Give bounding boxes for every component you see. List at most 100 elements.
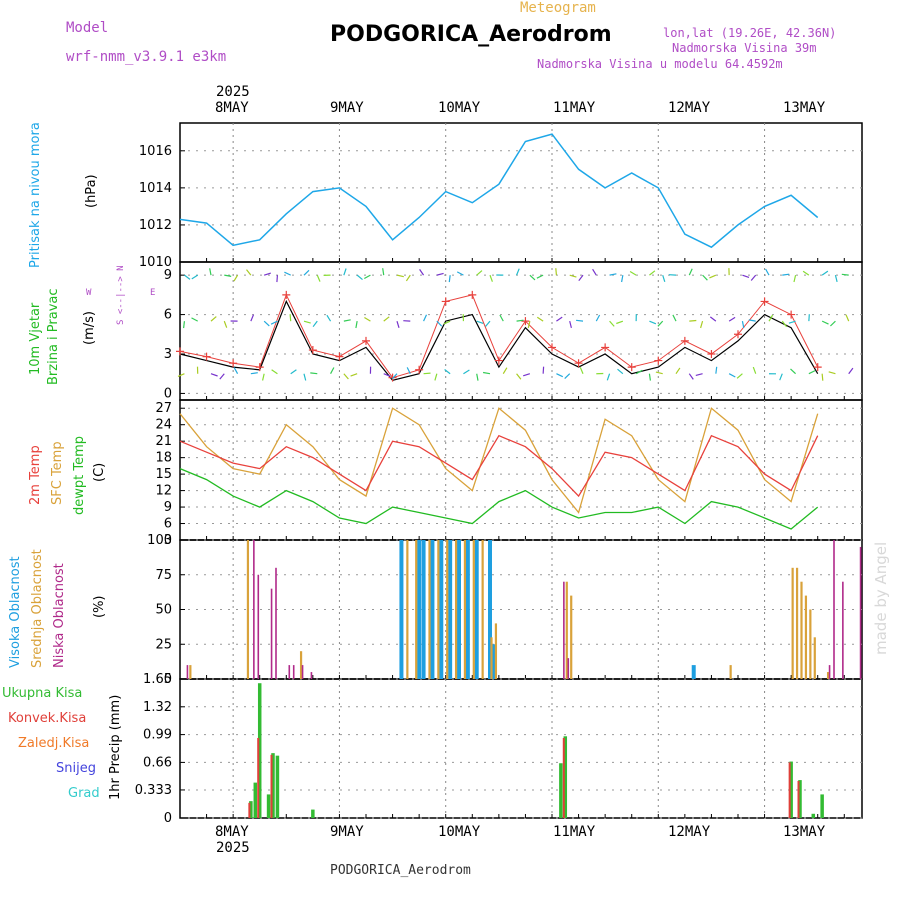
wind-gust-marker (468, 290, 477, 299)
y-tick-label: 1012 (139, 218, 172, 233)
elevation: Nadmorska Visina 39m (672, 41, 817, 55)
wind-arrow (845, 314, 850, 322)
cloud-bar-mid (437, 540, 440, 679)
cloud-bar-mid (472, 540, 475, 679)
wind-arrow (419, 269, 425, 276)
wind-gust-marker (282, 290, 291, 299)
wind-arrow (444, 369, 451, 375)
wind-gust-line (179, 293, 819, 379)
wind-arrow (263, 320, 270, 327)
wind-arrow (350, 373, 358, 377)
wind-arrow (476, 270, 483, 276)
cloud-bar-low (186, 665, 189, 679)
precip-legend-hail: Grad (68, 786, 100, 801)
wind-gust-marker (441, 297, 450, 306)
y-tick-label: 27 (155, 401, 172, 416)
wind-arrow (499, 314, 504, 322)
wind-arrow (476, 320, 484, 324)
wind-arrow (364, 316, 371, 322)
wind-arrow (695, 373, 703, 376)
wind-arrow (617, 368, 624, 375)
precip-bar-total (559, 763, 563, 818)
precip-legend-total: Ukupna Kisa (2, 686, 83, 701)
cloud-bar-mid (826, 672, 830, 679)
day-bottom-1: 9MAY (330, 824, 364, 840)
wind-arrow (343, 373, 349, 380)
wind-arrow (312, 320, 318, 328)
cloud-bar-high (488, 540, 492, 679)
wind-arrow (828, 371, 836, 375)
cloud-bar-low (301, 665, 304, 679)
y-tick-label: 0 (164, 386, 172, 401)
cloud-bar-low (253, 540, 255, 679)
wind-gust-marker (494, 356, 503, 365)
wind-arrow (688, 373, 694, 380)
y-tick-label: 0.99 (143, 728, 172, 743)
y-tick-label: 9 (164, 268, 172, 283)
y-tick-label: 0.333 (135, 783, 172, 798)
cloud-bar-low (288, 665, 291, 679)
wind-arrow (326, 314, 332, 322)
wind-arrow (689, 319, 697, 322)
y-tick-label: 75 (155, 568, 172, 583)
wind-arrow (310, 372, 318, 375)
wind-arrow (629, 270, 637, 276)
precip-bar-total (249, 801, 253, 818)
wind-arrow (736, 373, 743, 379)
wind-arrow (177, 373, 185, 377)
wind-arrow (250, 372, 258, 375)
precip-bar-total (563, 736, 568, 818)
wind-arrow (648, 373, 651, 381)
wind-gust-marker (521, 317, 530, 326)
precip-bar-conv (270, 754, 273, 818)
precip-bar-total (311, 809, 315, 818)
wind-arrow (210, 316, 217, 322)
wind-arrow (829, 320, 836, 327)
cloud-bar-mid (570, 595, 573, 679)
cloud-bar-low (859, 546, 862, 679)
precip-bar-total (266, 794, 271, 818)
wind-gust-marker (176, 347, 184, 356)
wind-arrow (655, 371, 663, 375)
y-tick-label: 1.32 (143, 700, 172, 715)
cloud-bar-mid (446, 540, 449, 679)
wind-arrow (621, 275, 624, 283)
cloud-bar-high (421, 540, 426, 679)
wind-gust-marker (202, 352, 211, 361)
wind-arrow (576, 319, 584, 322)
day-top-2: 10MAY (438, 100, 481, 116)
wind-arrow (672, 314, 677, 322)
wind-arrow (702, 274, 708, 281)
wind-arrow (364, 274, 371, 280)
day-bottom-4: 12MAY (668, 824, 711, 840)
precip-bar-conv (248, 802, 251, 818)
cloud-bar-low (257, 574, 260, 679)
wind-arrow (793, 275, 797, 283)
wind-arrow (556, 373, 564, 378)
y-tick-label: 50 (155, 603, 172, 618)
compass-e: E (150, 288, 156, 298)
wind-arrow (489, 274, 493, 282)
day-top-1: 9MAY (330, 100, 364, 116)
y-tick-label: 0 (164, 672, 172, 687)
dewpoint-line (179, 467, 819, 530)
precip-bar-total (275, 755, 280, 818)
y-tick-label: 0 (164, 811, 172, 826)
year-top: 2025 (216, 84, 250, 100)
wind-arrow (224, 274, 232, 277)
y-tick-label: 1.65 (143, 672, 172, 687)
wind-arrow (355, 321, 358, 329)
precip-bar-total (811, 813, 816, 818)
wind-arrow (536, 274, 544, 279)
wind-arrow (223, 320, 228, 328)
cloud-bar-mid (565, 581, 568, 679)
cloud-bar-low (310, 672, 313, 679)
wind-gust-marker (707, 350, 716, 358)
precip-legend-frz: Zaledj.Kisa (18, 736, 90, 751)
cloud-bar-high (465, 540, 470, 679)
wind-arrow (527, 321, 531, 329)
wind-arrow (396, 320, 400, 328)
wind-arrow (523, 373, 531, 377)
wind-gust-marker (680, 336, 689, 345)
wind-arrow (183, 321, 186, 329)
